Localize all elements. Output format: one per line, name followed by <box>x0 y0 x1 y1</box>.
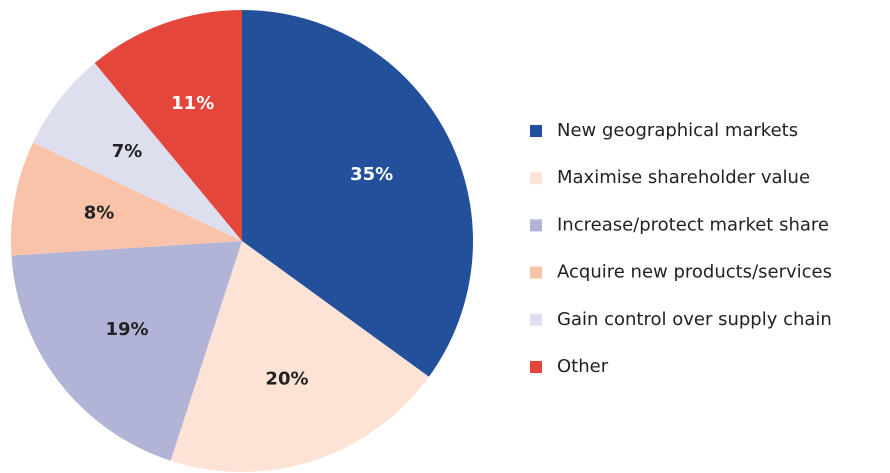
legend-label: New geographical markets <box>557 120 798 141</box>
slice-label: 35% <box>350 164 393 185</box>
legend-swatch <box>530 125 542 137</box>
pie-slice <box>94 10 242 241</box>
slice-label: 20% <box>265 368 308 389</box>
legend-label: Acquire new products/services <box>557 262 832 283</box>
slice-label: 7% <box>112 141 143 162</box>
pie-slice <box>170 241 429 472</box>
pie-slice <box>32 63 242 241</box>
pie-slice <box>10 142 242 256</box>
pie-slice <box>242 10 473 377</box>
legend-swatch <box>530 266 542 279</box>
legend-label: Other <box>557 356 609 377</box>
legend-swatch <box>530 172 542 185</box>
legend-swatch <box>530 313 542 326</box>
legend-swatch <box>530 219 542 232</box>
slice-label: 11% <box>171 93 214 114</box>
slice-label: 19% <box>105 319 148 340</box>
legend-label: Maximise shareholder value <box>557 167 810 188</box>
pie-slice <box>11 241 242 461</box>
legend-swatch <box>530 361 542 373</box>
legend-label: Increase/protect market share <box>557 214 829 235</box>
slice-label: 8% <box>84 203 115 224</box>
legend-label: Gain control over supply chain <box>557 309 832 330</box>
